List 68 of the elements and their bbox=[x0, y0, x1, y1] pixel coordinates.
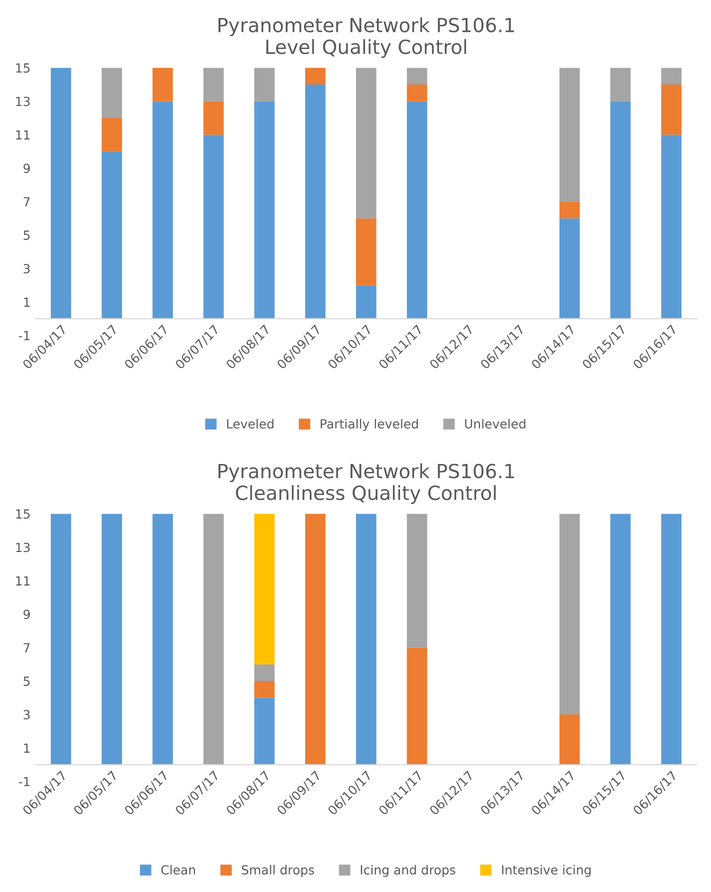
bar bbox=[559, 202, 580, 218]
y-tick-label: 5 bbox=[24, 676, 30, 686]
legend-label: Intensive icing bbox=[502, 864, 591, 877]
bar bbox=[356, 68, 376, 218]
y-tick-label: 9 bbox=[24, 164, 30, 174]
y-tick-label: 15 bbox=[16, 509, 30, 519]
bar bbox=[254, 681, 275, 698]
legend-label: Partially leveled bbox=[320, 418, 418, 431]
y-tick-label: 13 bbox=[16, 542, 30, 552]
bar bbox=[661, 514, 682, 765]
bar bbox=[254, 664, 275, 682]
bar bbox=[356, 285, 376, 319]
bar bbox=[305, 68, 326, 85]
legend-label: Unleveled bbox=[465, 418, 526, 429]
bar bbox=[102, 514, 122, 765]
y-tick-label: 1 bbox=[24, 298, 30, 307]
bar bbox=[102, 118, 122, 152]
bar bbox=[406, 648, 428, 765]
bar bbox=[559, 714, 580, 765]
y-tick-label: 7 bbox=[24, 643, 30, 652]
bar bbox=[254, 698, 275, 765]
bar bbox=[152, 101, 173, 319]
chart-title: Pyranometer Network PS106.1 Cleanliness Quality Control bbox=[218, 463, 514, 504]
bar bbox=[305, 514, 326, 765]
legend-label: Icing and drops bbox=[360, 864, 456, 877]
bar bbox=[661, 134, 682, 319]
bar bbox=[406, 68, 428, 85]
bar bbox=[406, 84, 428, 102]
bar bbox=[50, 514, 72, 765]
bar bbox=[203, 68, 224, 102]
bar bbox=[356, 218, 376, 286]
y-tick-label: 11 bbox=[16, 576, 30, 586]
legend-label: Small drops bbox=[242, 864, 314, 877]
bar bbox=[254, 514, 275, 664]
bar bbox=[102, 151, 122, 319]
y-tick-label: 3 bbox=[24, 264, 30, 274]
bar bbox=[406, 514, 428, 648]
bar bbox=[102, 68, 122, 118]
y-tick-label: 1 bbox=[24, 744, 30, 753]
legend-label: Leveled bbox=[227, 418, 274, 429]
bar bbox=[356, 514, 376, 765]
bar bbox=[406, 101, 428, 319]
bar bbox=[254, 101, 275, 319]
bar bbox=[559, 68, 580, 202]
y-tick-label: 3 bbox=[24, 710, 30, 720]
bar bbox=[610, 68, 631, 102]
bar bbox=[203, 101, 224, 135]
legend-label: Clean bbox=[161, 864, 196, 875]
y-tick-label: 13 bbox=[16, 96, 30, 106]
bar bbox=[559, 514, 580, 714]
y-tick-label: 7 bbox=[24, 197, 30, 206]
bar bbox=[305, 84, 326, 319]
bar bbox=[203, 134, 224, 319]
bar bbox=[50, 68, 72, 319]
bar bbox=[610, 101, 631, 319]
bar bbox=[152, 68, 173, 102]
bar bbox=[203, 514, 224, 765]
bar bbox=[661, 68, 682, 85]
chart-title: Pyranometer Network PS106.1 Level Quality Control bbox=[218, 17, 514, 58]
y-tick-label: 11 bbox=[16, 130, 30, 140]
bar bbox=[152, 514, 173, 765]
bar bbox=[661, 84, 682, 135]
bar bbox=[254, 68, 275, 102]
bar bbox=[610, 514, 631, 765]
bar bbox=[559, 218, 580, 319]
y-tick-label: 5 bbox=[24, 230, 30, 240]
y-tick-label: 15 bbox=[16, 63, 30, 73]
y-tick-label: 9 bbox=[24, 610, 30, 620]
